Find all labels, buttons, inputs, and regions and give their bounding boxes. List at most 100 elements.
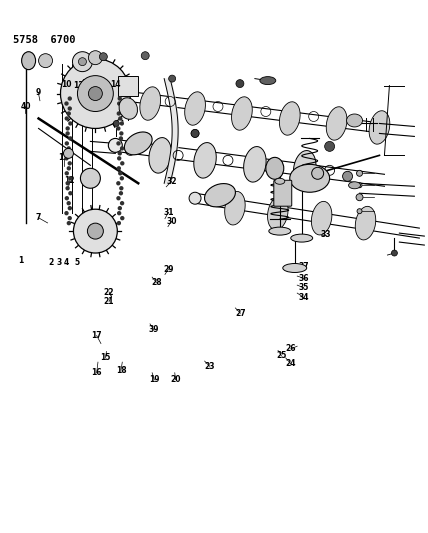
Circle shape (119, 186, 124, 190)
Circle shape (39, 54, 53, 68)
Circle shape (65, 126, 70, 131)
Text: 23: 23 (205, 362, 215, 371)
Ellipse shape (99, 87, 112, 100)
Circle shape (74, 209, 117, 253)
Circle shape (116, 196, 121, 200)
Circle shape (357, 171, 363, 176)
Text: 35: 35 (298, 283, 309, 292)
Text: 5: 5 (74, 259, 79, 267)
Ellipse shape (244, 147, 266, 182)
Ellipse shape (347, 114, 363, 127)
Circle shape (80, 168, 101, 188)
Circle shape (118, 116, 122, 120)
Circle shape (60, 59, 130, 128)
Circle shape (117, 166, 121, 171)
Text: 37: 37 (298, 262, 309, 271)
Ellipse shape (125, 132, 152, 155)
Ellipse shape (194, 142, 216, 178)
FancyBboxPatch shape (274, 180, 292, 206)
Circle shape (77, 76, 113, 111)
Circle shape (312, 167, 324, 179)
Circle shape (68, 176, 73, 181)
Circle shape (68, 96, 72, 101)
Text: 27: 27 (235, 309, 246, 318)
Circle shape (68, 151, 72, 156)
Text: 2: 2 (48, 259, 54, 267)
Ellipse shape (108, 139, 122, 152)
Circle shape (68, 106, 72, 111)
Text: 10: 10 (62, 80, 72, 90)
Circle shape (66, 201, 71, 205)
Ellipse shape (266, 157, 284, 179)
Circle shape (120, 201, 124, 205)
Ellipse shape (279, 102, 300, 135)
Circle shape (67, 166, 71, 171)
Circle shape (116, 126, 121, 131)
Text: 22: 22 (104, 287, 114, 296)
Ellipse shape (22, 52, 36, 70)
Circle shape (119, 131, 124, 135)
Text: 13: 13 (74, 82, 84, 91)
Ellipse shape (291, 234, 313, 242)
Text: 11: 11 (59, 153, 69, 162)
Circle shape (68, 216, 72, 220)
Text: 6: 6 (104, 84, 109, 93)
Ellipse shape (348, 182, 360, 189)
Circle shape (65, 131, 70, 135)
Ellipse shape (232, 97, 252, 130)
Ellipse shape (225, 191, 245, 225)
Text: 3: 3 (56, 259, 61, 267)
Circle shape (392, 250, 398, 256)
Circle shape (120, 161, 125, 166)
Circle shape (120, 176, 124, 181)
Circle shape (65, 116, 69, 120)
Text: 14: 14 (110, 80, 120, 90)
Circle shape (68, 136, 73, 141)
Circle shape (120, 146, 124, 151)
Text: 38: 38 (294, 172, 305, 181)
Circle shape (342, 171, 353, 181)
Circle shape (68, 161, 72, 166)
Circle shape (116, 111, 121, 116)
Circle shape (67, 111, 71, 116)
Circle shape (65, 181, 70, 185)
Text: 36: 36 (298, 273, 309, 282)
Ellipse shape (140, 87, 160, 120)
Circle shape (99, 53, 107, 61)
Ellipse shape (189, 192, 201, 204)
Ellipse shape (149, 138, 171, 173)
Circle shape (68, 191, 73, 196)
Circle shape (117, 211, 122, 215)
Text: 24: 24 (285, 359, 296, 368)
Circle shape (87, 223, 103, 239)
Ellipse shape (205, 183, 235, 207)
Circle shape (68, 206, 72, 211)
Ellipse shape (268, 196, 288, 230)
Circle shape (64, 156, 68, 160)
Circle shape (89, 86, 102, 101)
Circle shape (236, 79, 244, 87)
Circle shape (63, 148, 74, 158)
Ellipse shape (312, 201, 332, 235)
Circle shape (89, 51, 102, 64)
Circle shape (118, 96, 122, 101)
Circle shape (120, 106, 125, 111)
FancyBboxPatch shape (118, 76, 138, 95)
Circle shape (65, 186, 70, 190)
Text: 30: 30 (166, 217, 177, 226)
Text: 1: 1 (18, 256, 24, 264)
Text: 26: 26 (285, 344, 296, 353)
Ellipse shape (355, 206, 376, 240)
Text: 17: 17 (91, 331, 102, 340)
Text: 15: 15 (100, 353, 110, 362)
Ellipse shape (326, 107, 347, 140)
Circle shape (68, 122, 73, 126)
Circle shape (65, 141, 69, 146)
Circle shape (72, 52, 92, 71)
Circle shape (117, 156, 122, 160)
Text: 12: 12 (65, 176, 75, 185)
Ellipse shape (260, 77, 276, 85)
Circle shape (191, 130, 199, 138)
Circle shape (65, 196, 69, 200)
Circle shape (118, 171, 122, 175)
